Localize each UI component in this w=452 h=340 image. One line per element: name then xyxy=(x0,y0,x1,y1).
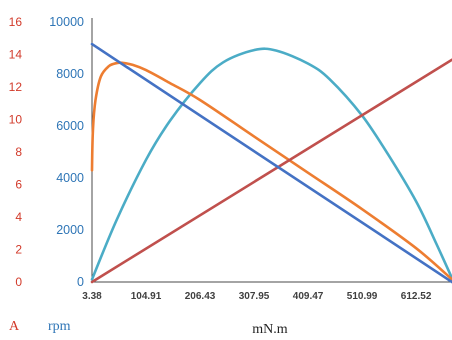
a-tick-label: 4 xyxy=(15,210,22,224)
series-group xyxy=(90,42,452,284)
x-axis-ticks: 3.38 104.91 206.43 307.95 409.47 510.99 612.52 xyxy=(82,291,432,302)
x-tick-label: 409.47 xyxy=(293,291,324,302)
rpm-tick-label: 6000 xyxy=(56,119,84,133)
a-tick-label: 6 xyxy=(15,178,22,192)
x-tick-label: 510.99 xyxy=(347,291,378,302)
right-axis-rpm-ticks: 0 2000 4000 6000 8000 10000 xyxy=(49,15,84,289)
x-tick-label: 104.91 xyxy=(131,291,162,302)
a-tick-label: 14 xyxy=(9,48,23,62)
a-tick-label: 8 xyxy=(15,145,22,159)
series-line-0 xyxy=(90,42,452,284)
x-tick-label: 3.38 xyxy=(82,291,102,302)
a-tick-label: 0 xyxy=(15,275,22,289)
x-tick-label: 206.43 xyxy=(185,291,216,302)
a-tick-label: 16 xyxy=(9,15,23,29)
rpm-tick-label: 10000 xyxy=(49,15,84,29)
x-tick-label: 307.95 xyxy=(239,291,270,302)
rpm-tick-label: 8000 xyxy=(56,67,84,81)
rpm-tick-label: 0 xyxy=(77,275,84,289)
series-line-3 xyxy=(90,47,452,281)
left-axis-a-ticks: 0 2 4 6 8 10 12 14 16 xyxy=(9,15,23,289)
rpm-tick-label: 4000 xyxy=(56,171,84,185)
left-axis-label: A xyxy=(9,319,20,334)
a-tick-label: 10 xyxy=(9,113,23,127)
series-line-1 xyxy=(90,58,452,284)
x-axis-label: mN.m xyxy=(252,322,288,337)
a-tick-label: 2 xyxy=(15,243,22,257)
right-axis-label: rpm xyxy=(48,319,71,334)
x-tick-label: 612.52 xyxy=(401,291,432,302)
rpm-tick-label: 2000 xyxy=(56,223,84,237)
series-line-2 xyxy=(90,61,452,281)
a-tick-label: 12 xyxy=(9,80,23,94)
